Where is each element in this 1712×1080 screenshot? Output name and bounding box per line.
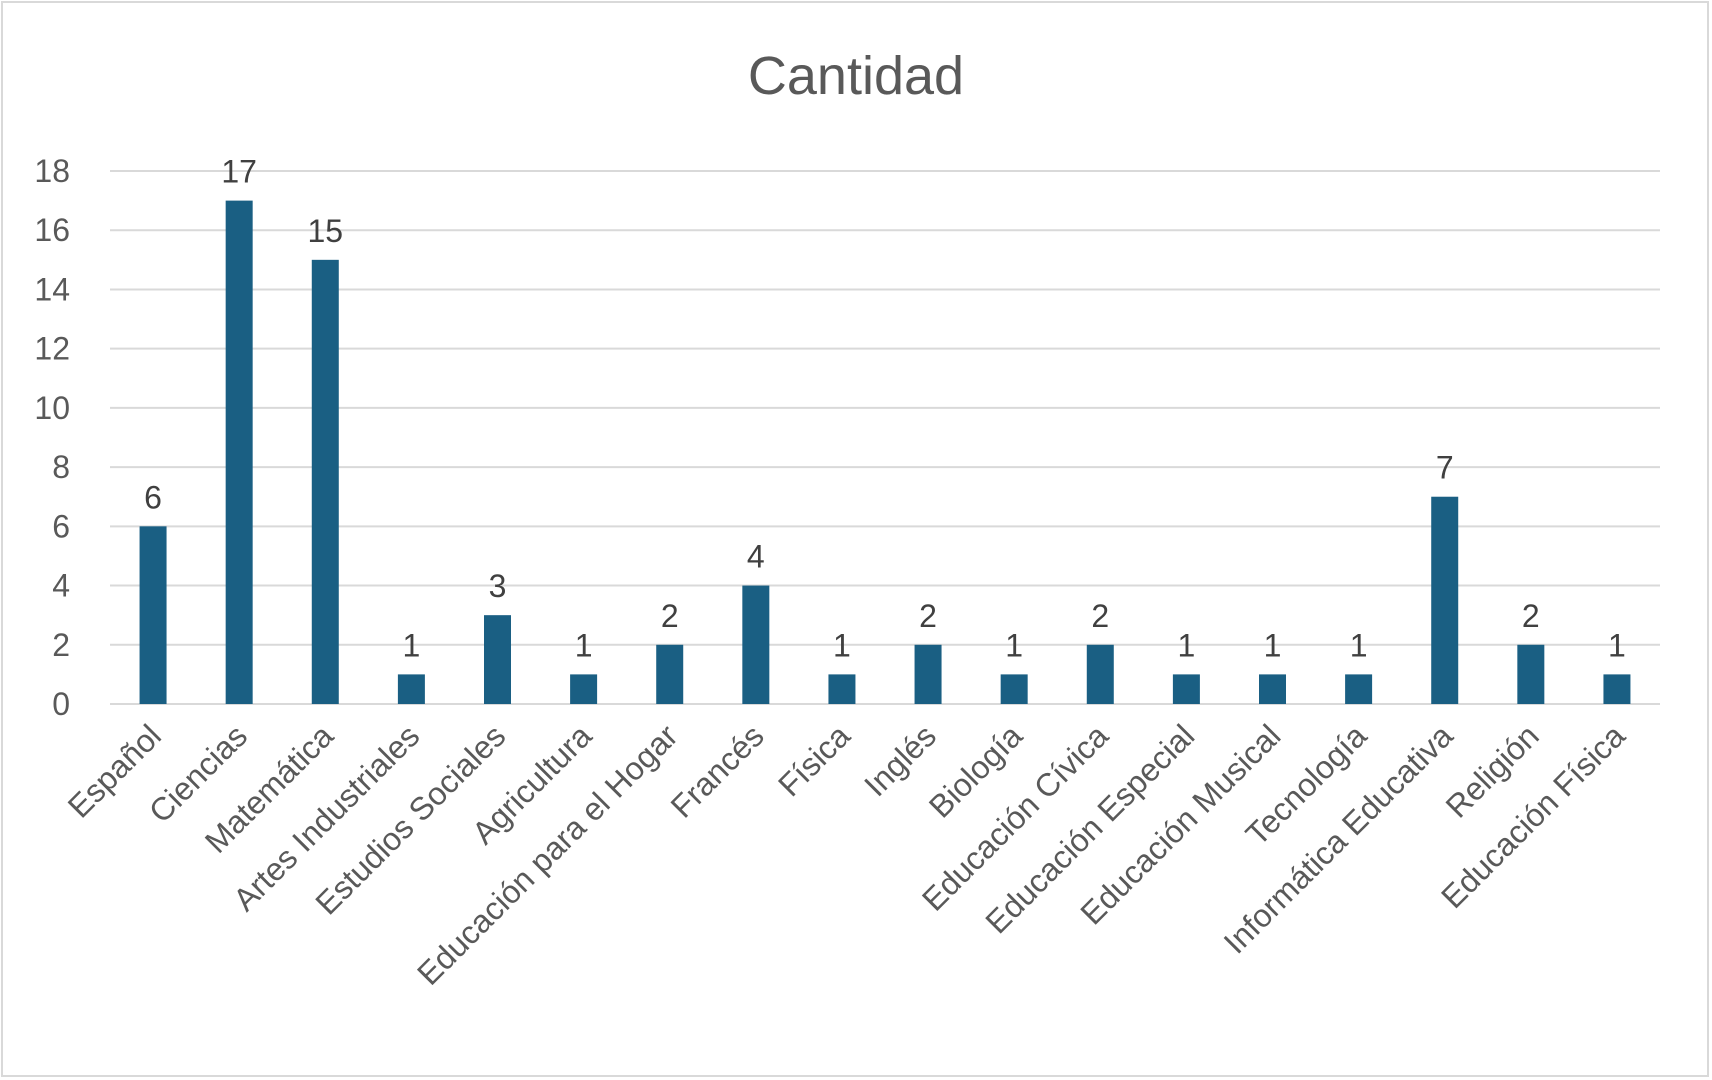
bar	[1603, 674, 1631, 704]
bar	[570, 674, 598, 704]
x-tick-label: Francés	[664, 717, 771, 824]
y-tick-label: 18	[34, 153, 70, 189]
data-label: 1	[1608, 627, 1626, 663]
bar	[1345, 674, 1373, 704]
gridlines	[110, 170, 1660, 705]
bar	[225, 200, 253, 704]
y-tick-label: 4	[52, 568, 70, 604]
bar	[1172, 674, 1200, 704]
data-label: 4	[747, 539, 765, 575]
data-label: 2	[1091, 598, 1109, 634]
bars	[139, 200, 1631, 704]
bar	[914, 644, 942, 704]
bar	[311, 259, 339, 704]
y-tick-label: 10	[34, 390, 70, 426]
bar	[828, 674, 856, 704]
bar	[1431, 496, 1459, 704]
data-label: 1	[1350, 627, 1368, 663]
data-label: 15	[307, 213, 343, 249]
x-tick-label: Física	[771, 717, 857, 803]
bar	[1259, 674, 1286, 704]
bar	[484, 615, 511, 704]
data-label: 1	[1005, 627, 1023, 663]
data-label: 2	[1522, 598, 1540, 634]
bar	[1517, 644, 1545, 704]
y-tick-label: 0	[52, 686, 70, 722]
y-tick-label: 12	[34, 331, 70, 367]
data-label: 1	[1177, 627, 1195, 663]
bar	[1086, 644, 1114, 704]
y-axis-ticks: 0 2 4 6 8 10 12 14 16 18	[34, 153, 70, 722]
bar	[742, 585, 770, 704]
chart-title: Cantidad	[748, 46, 964, 106]
y-tick-label: 2	[52, 627, 70, 663]
y-tick-label: 8	[52, 449, 70, 485]
bar	[397, 674, 425, 704]
data-label: 7	[1436, 450, 1454, 486]
data-label: 1	[833, 627, 851, 663]
bar	[656, 644, 684, 704]
data-label: 2	[919, 598, 937, 634]
bar	[139, 526, 167, 704]
data-label: 17	[221, 154, 257, 190]
bar	[1000, 674, 1028, 704]
y-tick-label: 6	[52, 508, 70, 544]
data-label: 1	[402, 627, 420, 663]
y-tick-label: 14	[34, 271, 70, 307]
data-label: 3	[489, 568, 507, 604]
data-label: 1	[1264, 627, 1282, 663]
y-tick-label: 16	[34, 212, 70, 248]
data-label: 2	[661, 598, 679, 634]
data-label: 6	[144, 479, 162, 515]
data-label: 1	[575, 627, 593, 663]
